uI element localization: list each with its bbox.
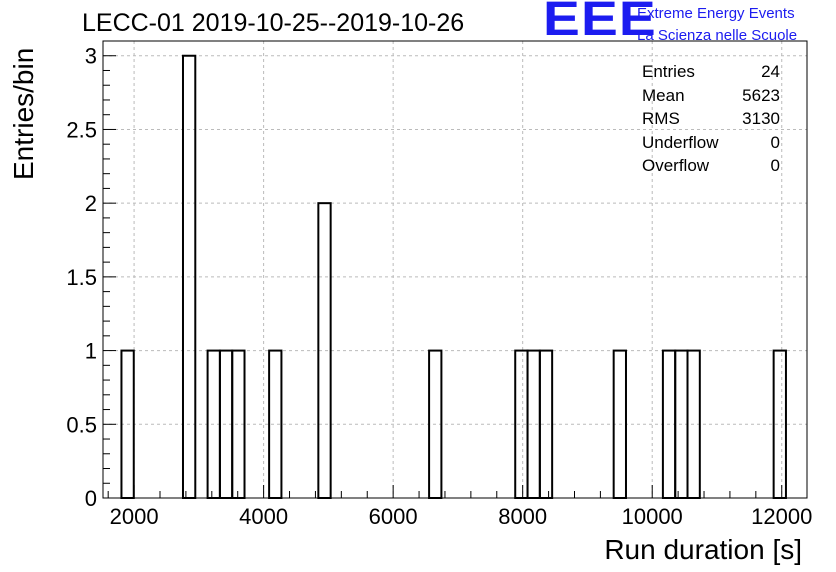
x-tick-label: 8000 xyxy=(498,504,547,529)
y-tick-label: 2.5 xyxy=(66,117,97,142)
y-tick-label: 3 xyxy=(85,44,97,69)
x-tick-label: 6000 xyxy=(369,504,418,529)
stat-row-rms: RMS 3130 xyxy=(642,107,780,131)
stat-value: 3130 xyxy=(742,109,780,128)
y-tick-label: 0.5 xyxy=(66,412,97,437)
y-tick-label: 0 xyxy=(85,486,97,511)
plot-frame xyxy=(102,40,808,499)
chart-title: LECC-01 2019-10-25--2019-10-26 xyxy=(82,9,465,37)
stat-row-mean: Mean 5623 xyxy=(642,84,780,108)
x-tick-label: 4000 xyxy=(239,504,288,529)
stat-value: 5623 xyxy=(742,85,780,105)
stat-value: 0 xyxy=(770,156,780,175)
y-tick-label: 1 xyxy=(85,339,97,364)
y-axis-label: Entries/bin xyxy=(8,47,39,180)
ticks-layer xyxy=(103,40,783,499)
y-tick-label: 2 xyxy=(85,191,97,216)
tick-labels-layer: 2000 4000 6000 8000 10000 12000 0 0.5 1 1.5 2 2.5 3 xyxy=(66,44,812,529)
x-tick-label: 12000 xyxy=(751,504,812,529)
stat-label: Mean xyxy=(642,85,685,105)
stat-label: Overflow xyxy=(642,156,710,175)
stats-box: Entries 24 Mean 5623 RMS 3130 Underflow … xyxy=(642,60,780,178)
stat-value: 0 xyxy=(770,132,780,152)
x-tick-label: 2000 xyxy=(110,504,159,529)
y-tick-label: 1.5 xyxy=(66,265,97,290)
x-axis-label: Run duration [s] xyxy=(604,534,802,565)
stat-label: RMS xyxy=(642,109,680,128)
logo-line-1: Extreme Energy Events xyxy=(637,5,795,22)
stat-label: Entries xyxy=(642,62,695,81)
eee-logo: EEE xyxy=(543,0,657,46)
stat-value: 24 xyxy=(761,62,780,81)
stat-row-overflow: Overflow 0 xyxy=(642,154,780,178)
x-tick-label: 10000 xyxy=(622,504,683,529)
stat-row-entries: Entries 24 xyxy=(642,60,780,84)
stat-label: Underflow xyxy=(642,132,719,152)
stat-row-underflow: Underflow 0 xyxy=(642,131,780,155)
logo-line-2: La Scienza nelle Scuole xyxy=(637,27,798,44)
